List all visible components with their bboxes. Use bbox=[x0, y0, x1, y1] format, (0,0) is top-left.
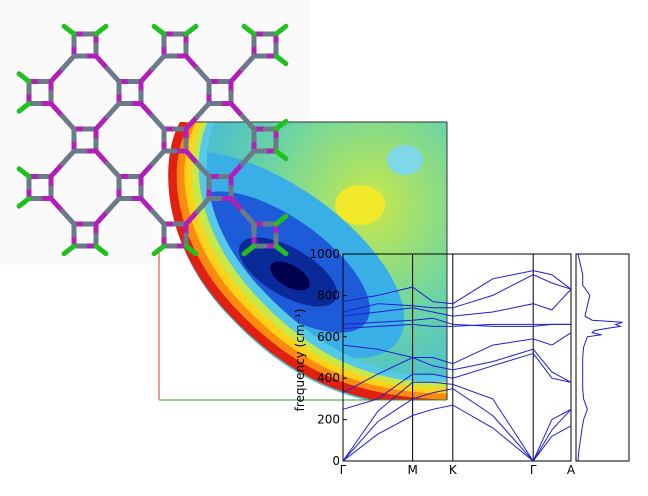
terminal-bond bbox=[183, 23, 199, 37]
terminal-bond bbox=[151, 23, 167, 37]
terminal-bond bbox=[273, 243, 289, 257]
bond bbox=[150, 53, 167, 72]
plot-frame bbox=[342, 253, 572, 462]
terminal-bond bbox=[16, 71, 32, 84]
terminal-bond bbox=[93, 23, 109, 37]
bond bbox=[138, 196, 155, 214]
x-tick-label: M bbox=[407, 463, 417, 477]
band bbox=[342, 317, 571, 327]
contour-basin bbox=[270, 261, 310, 291]
y-tick-label: 200 bbox=[317, 413, 340, 427]
band bbox=[342, 388, 572, 462]
terminal-bond bbox=[16, 196, 32, 209]
bond bbox=[150, 148, 167, 167]
terminal-bond bbox=[241, 243, 257, 257]
x-tick-label: K bbox=[449, 463, 458, 477]
dos-frame bbox=[575, 253, 630, 462]
bond bbox=[240, 208, 257, 227]
contour-basin bbox=[335, 185, 385, 225]
bond bbox=[228, 101, 245, 119]
x-tick-label: Γ bbox=[530, 463, 537, 477]
bond bbox=[195, 196, 212, 214]
terminal-bond bbox=[241, 23, 257, 37]
bond bbox=[183, 208, 200, 227]
terminal-bond bbox=[151, 243, 167, 257]
y-axis-label: frequency (cm⁻¹) bbox=[293, 309, 307, 412]
bond bbox=[195, 66, 212, 84]
bond bbox=[195, 101, 212, 119]
terminal-bond bbox=[61, 243, 77, 257]
bond bbox=[105, 66, 122, 84]
bond bbox=[138, 101, 155, 119]
terminal-bond bbox=[16, 166, 32, 179]
band bbox=[342, 404, 572, 462]
terminal-bond bbox=[273, 213, 289, 227]
bond bbox=[48, 66, 65, 84]
energy-contour bbox=[159, 122, 447, 400]
y-tick-label: 1000 bbox=[309, 247, 340, 261]
band bbox=[342, 288, 572, 317]
y-tick-label: 800 bbox=[317, 288, 340, 302]
terminal-bond bbox=[273, 118, 289, 132]
bond bbox=[105, 161, 122, 179]
bond bbox=[183, 53, 200, 72]
bond bbox=[48, 196, 65, 214]
dos-line bbox=[577, 253, 623, 462]
bond bbox=[240, 113, 257, 132]
bond bbox=[60, 208, 77, 227]
bond bbox=[183, 148, 200, 167]
bond bbox=[105, 196, 122, 214]
terminal-bond bbox=[273, 148, 289, 162]
band bbox=[342, 323, 571, 329]
bond bbox=[228, 196, 245, 214]
bond bbox=[240, 53, 257, 72]
bond bbox=[138, 161, 155, 179]
band bbox=[342, 270, 572, 305]
band bbox=[342, 332, 572, 365]
bond bbox=[48, 161, 65, 179]
crystal-structure bbox=[16, 23, 289, 257]
terminal-bond bbox=[273, 23, 289, 37]
bond bbox=[150, 113, 167, 132]
bond bbox=[60, 148, 77, 167]
terminal-bond bbox=[273, 53, 289, 67]
bond bbox=[228, 66, 245, 84]
terminal-bond bbox=[93, 243, 109, 257]
bond bbox=[93, 148, 110, 167]
terminal-bond bbox=[16, 101, 32, 114]
terminal-bond bbox=[183, 243, 199, 257]
x-tick-label: A bbox=[567, 463, 576, 477]
bond bbox=[228, 161, 245, 179]
band bbox=[342, 381, 572, 463]
contour-basin bbox=[387, 145, 423, 175]
x-tick-label: Γ bbox=[340, 463, 347, 477]
bond bbox=[150, 208, 167, 227]
bond bbox=[183, 113, 200, 132]
bond bbox=[48, 101, 65, 119]
band bbox=[342, 274, 572, 313]
y-tick-label: 400 bbox=[317, 371, 340, 385]
bond bbox=[105, 101, 122, 119]
contour-wall bbox=[167, 122, 447, 400]
bond bbox=[93, 53, 110, 72]
bond bbox=[195, 161, 212, 179]
bond bbox=[138, 66, 155, 84]
bond bbox=[60, 53, 77, 72]
bond bbox=[93, 113, 110, 132]
contour-outside bbox=[159, 122, 366, 400]
band bbox=[342, 352, 572, 410]
bond bbox=[93, 208, 110, 227]
y-tick-label: 600 bbox=[317, 330, 340, 344]
bond bbox=[60, 113, 77, 132]
y-tick-label: 0 bbox=[332, 454, 340, 468]
band bbox=[342, 348, 572, 394]
bond bbox=[240, 148, 257, 167]
terminal-bond bbox=[61, 23, 77, 37]
band-plot: frequency (cm⁻¹) 0 200 400 600 800 1000 Γ M K Γ A bbox=[293, 247, 630, 477]
